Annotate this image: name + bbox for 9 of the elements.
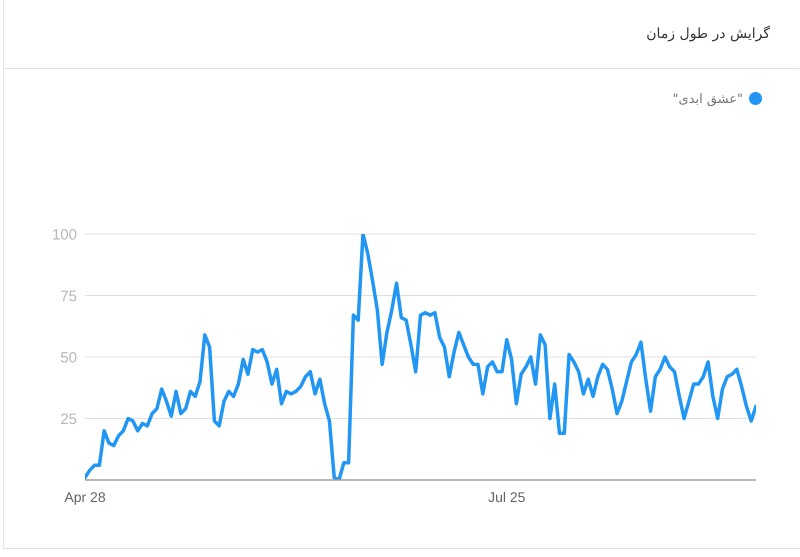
- y-tick-label: 25: [60, 410, 77, 428]
- y-tick-label: 100: [52, 226, 77, 244]
- x-tick-label: Jul 25: [488, 488, 526, 505]
- y-tick-label: 75: [60, 288, 77, 305]
- line-series: [85, 234, 756, 480]
- legend-label: "عشق ابدی": [672, 92, 743, 107]
- chart-title: گرایش در طول زمان: [646, 26, 770, 42]
- x-tick-label: Apr 28: [64, 488, 106, 505]
- y-tick-label: 50: [60, 349, 77, 366]
